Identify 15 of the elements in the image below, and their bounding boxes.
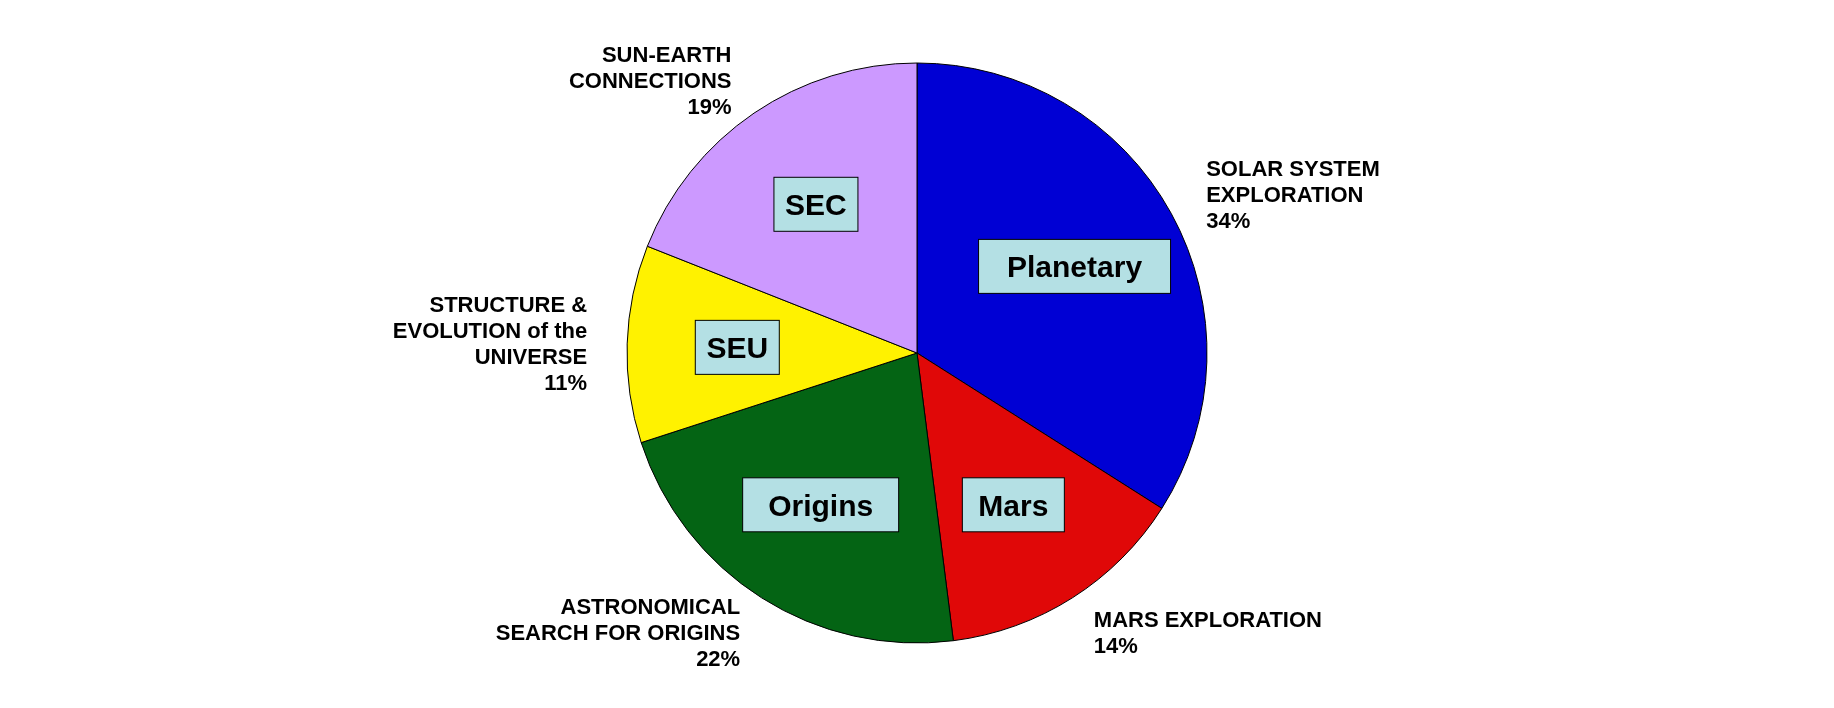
data-label: 14% xyxy=(1093,632,1138,658)
text: Mars xyxy=(978,488,1049,522)
slice-label: ASTRONOMICAL SEARCH FOR ORIGINS xyxy=(495,593,741,645)
data-label: 19% xyxy=(687,94,732,120)
text: SEC xyxy=(785,188,847,222)
slice-label: STRUCTURE & EVOLUTION of the UNIVERSE xyxy=(392,291,588,369)
slice-label: SUN-EARTH CONNECTIONS xyxy=(568,42,732,94)
data-label: 22% xyxy=(696,645,741,671)
text: Planetary xyxy=(1007,250,1143,284)
data-label: 11% xyxy=(544,369,588,395)
slice-label: SOLAR SYSTEM EXPLORATION xyxy=(1206,156,1380,208)
text: SEU xyxy=(706,331,769,365)
data-label: 34% xyxy=(1206,208,1251,234)
slice-label: MARS EXPLORATION xyxy=(1093,606,1322,632)
text: Origins xyxy=(768,488,874,522)
